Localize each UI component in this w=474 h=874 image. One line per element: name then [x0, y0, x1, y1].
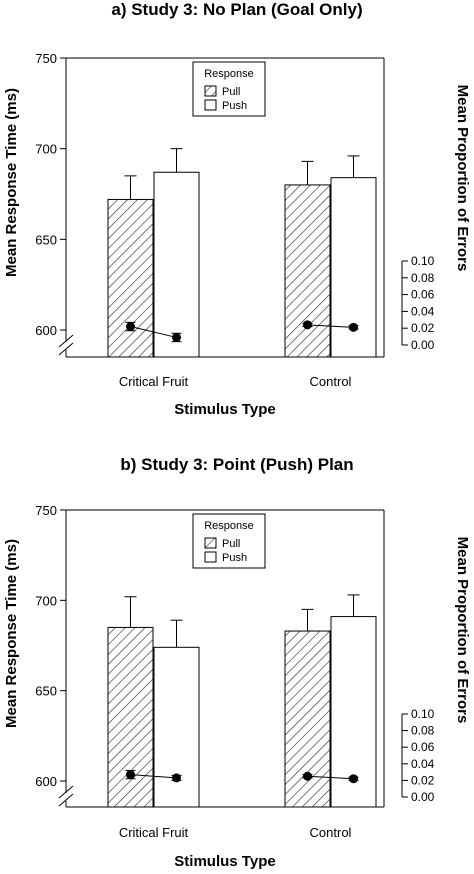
x-tick-label: Control: [310, 374, 352, 389]
y2-tick-label: 0.00: [411, 338, 435, 352]
y-tick-label: 600: [35, 323, 57, 338]
y-tick-label: 600: [35, 774, 57, 789]
y-axis-title: Mean Response Time (ms): [3, 539, 20, 728]
error-rate-point-pull: [126, 770, 135, 780]
legend-label-push: Push: [222, 552, 247, 564]
error-rate-point-push: [172, 773, 181, 783]
error-rate-point-pull: [303, 771, 312, 781]
x-axis-title: Stimulus Type: [174, 853, 275, 870]
error-rate-point-push: [349, 774, 358, 784]
legend-label-push: Push: [222, 100, 247, 112]
error-rate-line: [130, 774, 177, 779]
y2-tick-label: 0.10: [411, 707, 435, 721]
y2-tick-label: 0.02: [411, 773, 435, 787]
y2-tick-label: 0.00: [411, 790, 435, 804]
legend-swatch-push: [204, 551, 217, 563]
y2-tick-label: 0.02: [411, 321, 435, 335]
y-axis-title: Mean Response Time (ms): [3, 88, 20, 277]
error-rate-line: [307, 775, 354, 780]
y2-axis-title: Mean Proportion of Errors: [454, 537, 471, 724]
y-tick-label: 650: [35, 232, 57, 247]
bar-push-1: [153, 646, 200, 808]
y2-tick-label: 0.06: [411, 288, 435, 302]
x-tick-label: Critical Fruit: [119, 374, 189, 389]
legend-title: Response: [204, 68, 254, 80]
y2-tick-label: 0.04: [411, 304, 435, 318]
bar-pull-1: [107, 626, 154, 808]
error-rate-point-push: [349, 322, 358, 332]
chart-panel-1: a) Study 3: No Plan (Goal Only) 600 650 700…: [3, 0, 471, 418]
error-rate-line: [130, 326, 177, 338]
bar-push-1: [153, 171, 200, 358]
x-tick-label: Critical Fruit: [119, 825, 189, 840]
bar-pull-1: [107, 198, 154, 358]
axis-break-mark: [58, 785, 74, 799]
y-tick-label: 750: [35, 503, 57, 518]
legend-swatch-pull: [204, 537, 217, 549]
x-tick-label: Control: [310, 825, 352, 840]
axis-break-mark: [58, 793, 74, 807]
y-tick-label: 650: [35, 684, 57, 699]
x-axis-title: Stimulus Type: [174, 401, 275, 418]
y2-axis-title: Mean Proportion of Errors: [454, 85, 471, 272]
y2-tick-label: 0.06: [411, 740, 435, 754]
bar-pull-2: [284, 184, 331, 358]
chart-panel-2: b) Study 3: Point (Push) Plan 600 650 700 75…: [3, 455, 471, 870]
error-rate-point-push: [172, 332, 181, 342]
legend-swatch-push: [204, 99, 217, 111]
chart-title: b) Study 3: Point (Push) Plan: [120, 455, 353, 474]
axis-break-mark: [58, 342, 74, 356]
legend-swatch-pull: [204, 85, 217, 97]
y2-tick-label: 0.08: [411, 724, 435, 738]
legend-label-pull: Pull: [222, 538, 240, 550]
legend-label-pull: Pull: [222, 86, 240, 98]
y-tick-label: 700: [35, 142, 57, 157]
y-tick-label: 750: [35, 51, 57, 66]
legend-title: Response: [204, 520, 254, 532]
error-rate-point-pull: [303, 320, 312, 330]
y2-tick-label: 0.08: [411, 271, 435, 285]
axis-break-mark: [58, 334, 74, 348]
error-rate-point-pull: [126, 322, 135, 332]
y2-tick-label: 0.10: [411, 254, 435, 268]
y-tick-label: 700: [35, 593, 57, 608]
chart-title: a) Study 3: No Plan (Goal Only): [111, 0, 362, 19]
error-rate-line: [307, 324, 354, 328]
y2-tick-label: 0.04: [411, 757, 435, 771]
